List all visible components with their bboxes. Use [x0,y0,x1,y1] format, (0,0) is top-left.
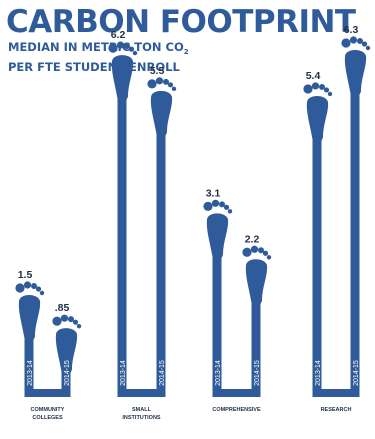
year-label: 2013-14 [215,360,222,386]
chart-title: CARBON FOOTPRINT [6,4,356,40]
category-label: RESEARCH [321,407,352,413]
footprint-icon [303,82,333,143]
footprint-icon [52,314,82,375]
year-label: 2014-15 [64,360,71,386]
bar [312,136,322,397]
year-label: 2013-14 [120,360,127,386]
bar-connector [24,389,71,397]
data-label: 5.5 [150,65,165,77]
year-label: 2014-15 [353,360,360,386]
chart-subtitle: MEDIAN IN METRIC TON CO2 PER FTE STUDENT… [8,40,268,75]
data-label: .85 [55,302,70,314]
year-label: 2013-14 [27,360,34,386]
bar-connector [312,389,360,397]
footprint-icon [242,245,272,306]
year-label: 2014-15 [254,360,261,386]
footprint-icon [203,199,233,260]
bar [212,254,222,397]
bar [156,131,166,398]
data-label: 1.5 [18,269,33,281]
category-label: COLLEGES [32,415,63,421]
bar [251,300,261,397]
data-label: 6.3 [344,24,359,36]
footprint-icon [147,77,177,138]
bar-group: 1.5 2013-14 .85 2014-15 COMMUNITY COLLEGES [15,269,82,421]
category-label: INSTITUTIONS [122,415,161,421]
bar [61,369,71,397]
footprint-icon [341,36,371,97]
year-label: 2013-14 [315,360,322,386]
year-label: 2014-15 [159,360,166,386]
category-label: COMPREHENSIVE [212,407,261,413]
bar-group: 5.4 2013-14 6.3 2014-15 RESEARCH [303,24,371,413]
footprint-icon [15,281,45,342]
bar-connector [212,389,261,397]
bar [350,91,360,397]
subtitle-subscript: 2 [183,48,189,56]
data-label: 6.2 [111,29,126,41]
category-label: SMALL [132,407,152,413]
bar-group: 6.2 2013-14 5.5 2014-15 SMALL INSTITUTIONS [108,29,177,421]
bar [117,96,127,398]
subtitle-main: MEDIAN IN METRIC TON CO [8,40,184,54]
bar [24,336,34,397]
category-label: COMMUNITY [31,407,65,413]
subtitle-line2: PER FTE STUDENT ENROLL [8,60,180,74]
data-label: 3.1 [206,187,221,199]
data-label: 5.4 [306,70,321,82]
bar-group: 3.1 2013-14 2.2 2014-15 COMPREHENSIVE [203,187,272,413]
bar-connector [117,389,166,397]
footprint-icon [108,41,138,102]
data-label: 2.2 [245,233,260,245]
